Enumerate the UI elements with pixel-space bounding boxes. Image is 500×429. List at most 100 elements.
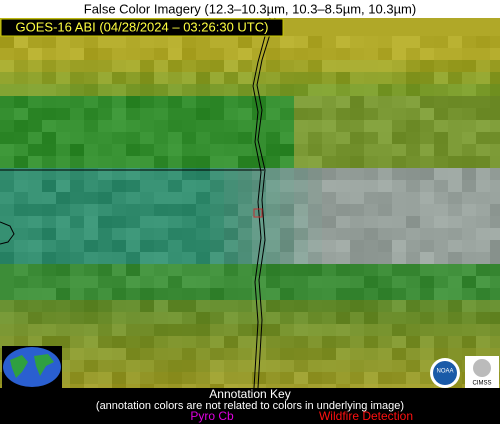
image-pixel — [448, 72, 462, 84]
image-pixel — [448, 96, 462, 108]
image-pixel — [280, 180, 294, 192]
image-pixel — [448, 192, 462, 204]
image-pixel — [70, 348, 84, 360]
image-pixel — [462, 132, 476, 144]
image-pixel — [154, 348, 168, 360]
image-pixel — [364, 228, 378, 240]
image-pixel — [420, 180, 434, 192]
image-pixel — [308, 84, 322, 96]
image-pixel — [28, 36, 42, 48]
image-pixel — [182, 336, 196, 348]
image-pixel — [210, 216, 224, 228]
image-pixel — [336, 228, 350, 240]
image-pixel — [294, 132, 308, 144]
image-pixel — [28, 48, 42, 60]
image-pixel — [84, 60, 98, 72]
image-pixel — [98, 372, 112, 384]
image-pixel — [196, 72, 210, 84]
image-pixel — [406, 72, 420, 84]
image-pixel — [154, 300, 168, 312]
image-pixel — [168, 192, 182, 204]
image-pixel — [294, 288, 308, 300]
image-pixel — [126, 372, 140, 384]
image-pixel — [14, 60, 28, 72]
image-pixel — [224, 264, 238, 276]
image-pixel — [112, 192, 126, 204]
image-pixel — [168, 168, 182, 180]
image-pixel — [322, 312, 336, 324]
image-pixel — [378, 360, 392, 372]
image-pixel — [28, 276, 42, 288]
image-pixel — [336, 216, 350, 228]
image-pixel — [364, 120, 378, 132]
image-pixel — [434, 264, 448, 276]
image-pixel — [420, 132, 434, 144]
key-note: (annotation colors are not related to co… — [96, 400, 404, 412]
image-pixel — [308, 240, 322, 252]
image-pixel — [70, 204, 84, 216]
image-pixel — [14, 108, 28, 120]
image-pixel — [210, 120, 224, 132]
image-pixel — [196, 276, 210, 288]
image-pixel — [28, 180, 42, 192]
image-pixel — [14, 84, 28, 96]
image-pixel — [84, 300, 98, 312]
image-pixel — [196, 60, 210, 72]
image-pixel — [294, 240, 308, 252]
image-pixel — [14, 132, 28, 144]
image-pixel — [420, 156, 434, 168]
image-pixel — [182, 156, 196, 168]
image-pixel — [266, 48, 280, 60]
image-pixel — [294, 348, 308, 360]
image-pixel — [462, 180, 476, 192]
image-pixel — [448, 120, 462, 132]
image-pixel — [210, 108, 224, 120]
image-pixel — [210, 156, 224, 168]
image-pixel — [336, 324, 350, 336]
image-pixel — [112, 96, 126, 108]
image-pixel — [210, 180, 224, 192]
image-pixel — [392, 300, 406, 312]
image-pixel — [168, 264, 182, 276]
image-pixel — [154, 228, 168, 240]
image-pixel — [154, 372, 168, 384]
image-pixel — [280, 72, 294, 84]
image-pixel — [462, 120, 476, 132]
image-pixel — [406, 36, 420, 48]
image-pixel — [56, 84, 70, 96]
image-pixel — [126, 36, 140, 48]
image-pixel — [350, 36, 364, 48]
image-pixel — [168, 156, 182, 168]
image-pixel — [224, 48, 238, 60]
image-pixel — [154, 48, 168, 60]
image-pixel — [70, 120, 84, 132]
image-pixel — [182, 192, 196, 204]
image-pixel — [294, 96, 308, 108]
image-pixel — [392, 48, 406, 60]
image-pixel — [266, 108, 280, 120]
image-pixel — [364, 384, 378, 388]
image-pixel — [420, 96, 434, 108]
image-pixel — [364, 192, 378, 204]
image-pixel — [490, 60, 500, 72]
image-pixel — [490, 276, 500, 288]
image-pixel — [196, 228, 210, 240]
image-pixel — [462, 312, 476, 324]
image-pixel — [126, 144, 140, 156]
image-pixel — [266, 336, 280, 348]
image-pixel — [490, 288, 500, 300]
image-pixel — [168, 96, 182, 108]
image-pixel — [14, 192, 28, 204]
cimss-logo: CIMSS — [465, 356, 499, 388]
image-pixel — [252, 180, 266, 192]
image-pixel — [224, 288, 238, 300]
image-pixel — [0, 312, 14, 324]
image-pixel — [154, 180, 168, 192]
image-pixel — [56, 96, 70, 108]
image-pixel — [224, 216, 238, 228]
image-pixel — [406, 360, 420, 372]
image-pixel — [238, 228, 252, 240]
image-pixel — [112, 336, 126, 348]
image-pixel — [322, 384, 336, 388]
image-pixel — [84, 228, 98, 240]
